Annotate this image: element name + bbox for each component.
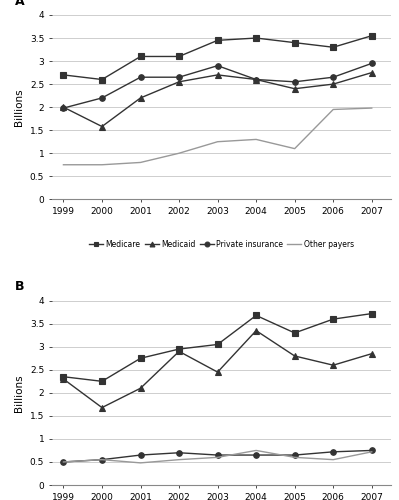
Text: B: B (15, 280, 24, 293)
Legend: Medicare, Medicaid, Private insurance, Other payers: Medicare, Medicaid, Private insurance, O… (89, 240, 354, 249)
Text: A: A (15, 0, 24, 8)
Y-axis label: Billions: Billions (14, 374, 24, 412)
Y-axis label: Billions: Billions (14, 88, 24, 126)
